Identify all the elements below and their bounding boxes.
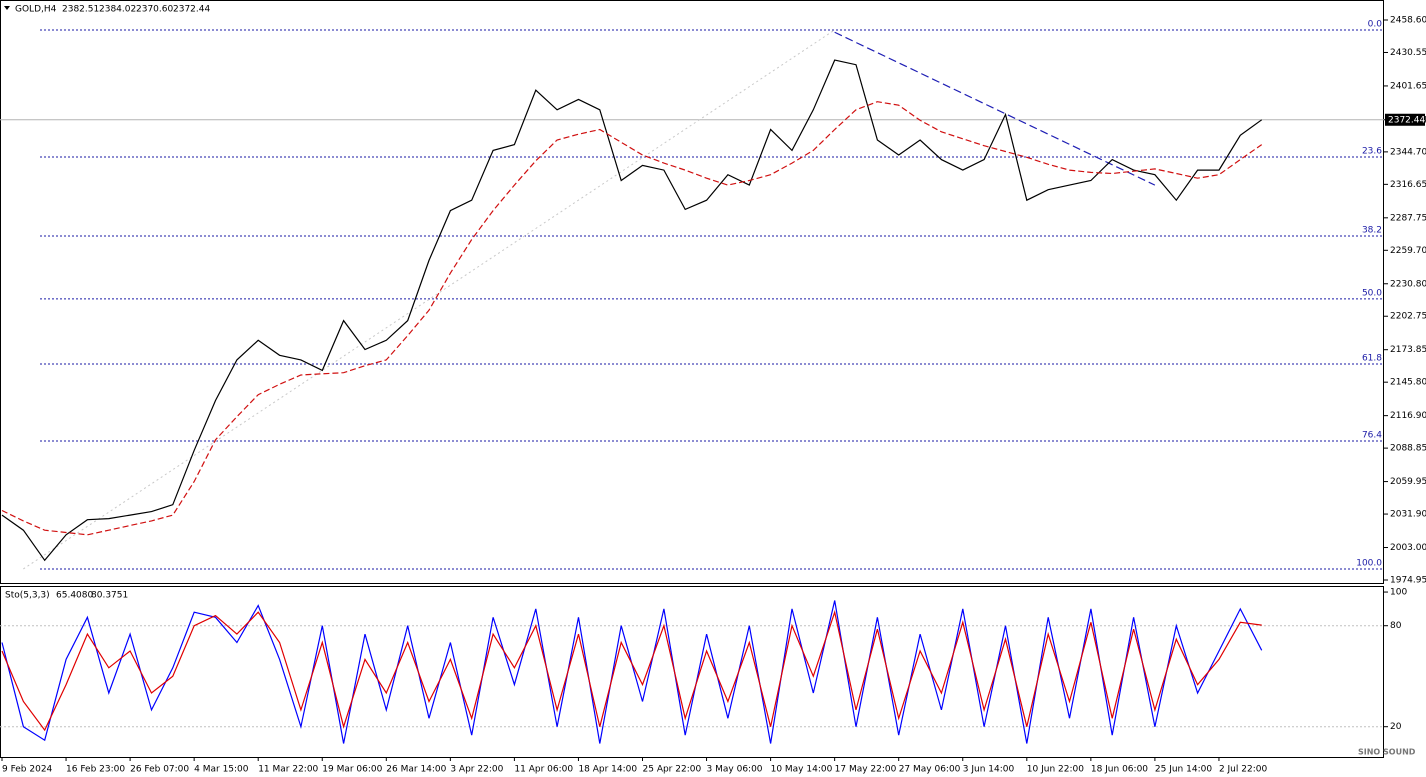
- price-tag-label: 2372.44: [1388, 115, 1425, 125]
- x-tick-label: 18 Jun 06:00: [1091, 765, 1148, 775]
- fib-label: 23.6: [1362, 146, 1382, 156]
- series-line: [1, 59, 1263, 562]
- menu-arrow[interactable]: [4, 6, 10, 10]
- y-tick-label: 2344.70: [1390, 147, 1426, 157]
- stoch-panel: [0, 586, 1384, 758]
- series-line: [1, 609, 1262, 732]
- ohlc-low: 2370.60: [136, 5, 173, 15]
- x-tick-label: 26 Feb 07:00: [130, 765, 189, 775]
- fib-label: 61.8: [1362, 354, 1382, 364]
- x-tick-label: 11 Mar 22:00: [258, 765, 318, 775]
- y-tick-label: 2145.80: [1390, 378, 1426, 388]
- fib-label: 76.4: [1362, 430, 1382, 440]
- x-tick-label: 17 May 22:00: [835, 765, 897, 775]
- y-tick-label: 2401.65: [1390, 81, 1426, 91]
- ohlc-close: 2372.44: [173, 5, 210, 15]
- y-tick-label: 2003.00: [1390, 543, 1426, 553]
- y-tick-label: 2316.65: [1390, 180, 1426, 190]
- stoch-signal-readout: 80.3751: [91, 591, 128, 601]
- x-tick-label: 10 May 14:00: [771, 765, 833, 775]
- y-tick-label: 2059.95: [1390, 477, 1426, 487]
- x-tick-label: 2 Jul 22:00: [1219, 765, 1268, 775]
- y-tick-label: 2031.90: [1390, 510, 1426, 520]
- x-tick-label: 27 May 06:00: [899, 765, 961, 775]
- x-tick-label: 9 Feb 2024: [2, 765, 53, 775]
- y-tick-label: 2173.85: [1390, 345, 1426, 355]
- y-tick-label: 1974.95: [1390, 576, 1426, 586]
- trendline: [834, 31, 1156, 186]
- y-tick-label: 2259.70: [1390, 246, 1426, 256]
- fib-label: 0.0: [1368, 19, 1383, 29]
- y-tick-label: 20: [1390, 722, 1402, 732]
- stoch-title: Sto(5,3,3): [5, 591, 50, 601]
- stoch-main-readout: 65.4080: [56, 591, 93, 601]
- x-tick-label: 16 Feb 23:00: [66, 765, 125, 775]
- trendline: [23, 29, 835, 570]
- series-line: [1, 101, 1263, 536]
- symbol: GOLD,H4: [15, 5, 57, 15]
- x-tick-label: 18 Apr 14:00: [578, 765, 637, 775]
- x-tick-label: 4 Mar 15:00: [194, 765, 249, 775]
- x-tick-label: 3 Jun 14:00: [963, 765, 1015, 775]
- x-tick-label: 26 Mar 14:00: [386, 765, 446, 775]
- x-tick-label: 11 Apr 06:00: [514, 765, 573, 775]
- y-tick-label: 2202.75: [1390, 312, 1426, 322]
- price-tag: [1385, 113, 1425, 126]
- x-tick-label: 10 Jun 22:00: [1027, 765, 1084, 775]
- watermark: SINO SOUND: [1358, 748, 1416, 757]
- x-tick-label: 25 Apr 22:00: [643, 765, 702, 775]
- x-tick-label: 3 Apr 22:00: [450, 765, 503, 775]
- ohlc-open: 2382.51: [62, 5, 99, 15]
- y-tick-label: 2458.60: [1390, 15, 1426, 25]
- y-tick-label: 2116.90: [1390, 411, 1426, 421]
- fib-label: 38.2: [1362, 225, 1382, 235]
- y-tick-label: 2088.85: [1390, 444, 1426, 454]
- x-tick-label: 19 Mar 06:00: [322, 765, 382, 775]
- ohlc-high: 2384.02: [99, 5, 136, 15]
- y-tick-label: 80: [1390, 621, 1402, 631]
- x-tick-label: 25 Jun 14:00: [1155, 765, 1212, 775]
- y-tick-label: 2430.55: [1390, 48, 1426, 58]
- main-panel: [0, 0, 1384, 584]
- x-tick-label: 3 May 06:00: [707, 765, 763, 775]
- y-tick-label: 2287.75: [1390, 213, 1426, 223]
- fib-label: 50.0: [1362, 288, 1382, 298]
- y-tick-label: 100: [1390, 588, 1407, 598]
- y-tick-label: 2230.80: [1390, 279, 1426, 289]
- fib-label: 100.0: [1356, 558, 1382, 568]
